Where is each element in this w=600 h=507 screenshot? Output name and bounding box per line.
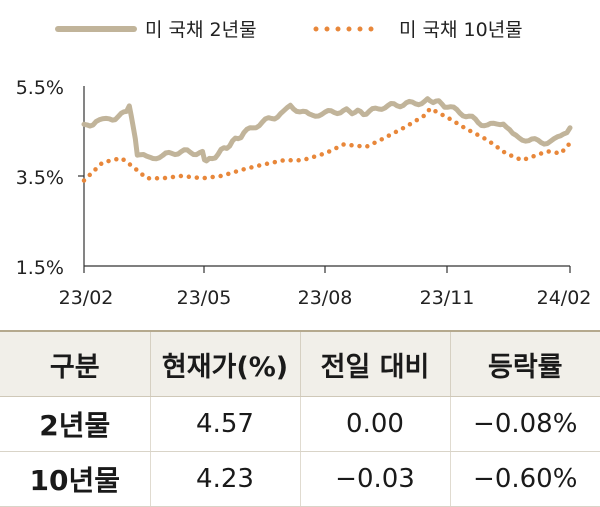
quote-table: 구분 현재가(%) 전일 대비 등락률 2년물 4.57 0.00 −0.08%… <box>0 330 600 507</box>
yield-chart: 미 국채 2년물 미 국채 10년물 5.5% 3.5% 1.5% 23/02 … <box>16 19 592 309</box>
row-label: 10년물 <box>0 451 150 507</box>
x-tick-label: 23/02 <box>59 287 114 309</box>
y-tick-label: 1.5% <box>16 257 64 279</box>
rate-cell: −0.60% <box>449 451 600 507</box>
column-header: 전일 대비 <box>299 330 450 397</box>
table-row: 2년물 4.57 0.00 −0.08% <box>0 396 600 452</box>
table-header-row: 구분 현재가(%) 전일 대비 등락률 <box>0 330 600 397</box>
series-layer <box>81 96 573 183</box>
x-tick-label: 23/11 <box>420 287 475 309</box>
column-header: 등락률 <box>449 330 600 397</box>
column-header: 구분 <box>0 330 150 397</box>
table-row: 10년물 4.23 −0.03 −0.60% <box>0 451 600 507</box>
series-line-2y <box>81 96 573 164</box>
legend-label-2y: 미 국채 2년물 <box>145 19 257 41</box>
y-ticks: 5.5% 3.5% 1.5% <box>16 77 84 279</box>
change-cell: 0.00 <box>299 396 450 452</box>
column-header: 현재가(%) <box>149 330 300 397</box>
change-cell: −0.03 <box>299 451 450 507</box>
y-tick-label: 5.5% <box>16 77 64 99</box>
legend-label-10y: 미 국채 10년물 <box>399 19 523 41</box>
series-line-10y <box>81 106 573 183</box>
legend: 미 국채 2년물 미 국채 10년물 <box>55 19 523 41</box>
y-tick-label: 3.5% <box>16 167 64 189</box>
price-cell: 4.23 <box>149 451 300 507</box>
row-label: 2년물 <box>0 396 150 452</box>
x-tick-label: 24/02 <box>537 287 592 309</box>
x-ticks: 23/02 23/05 23/08 23/11 24/02 <box>59 266 592 309</box>
rate-cell: −0.08% <box>449 396 600 452</box>
x-tick-label: 23/08 <box>298 287 353 309</box>
x-tick-label: 23/05 <box>177 287 232 309</box>
price-cell: 4.57 <box>149 396 300 452</box>
